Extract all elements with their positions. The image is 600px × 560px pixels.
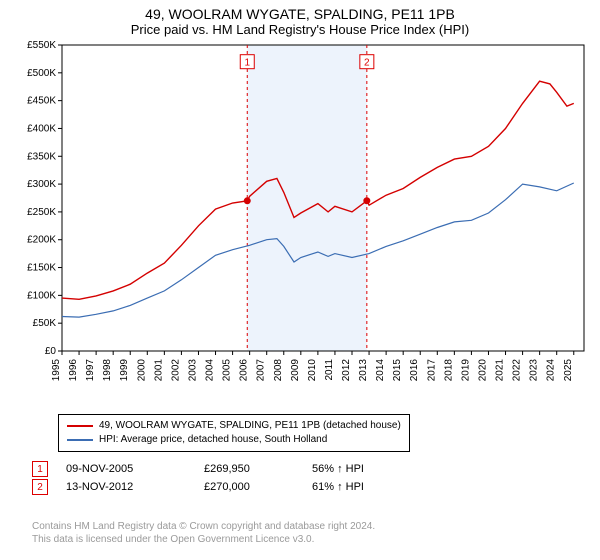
svg-text:2: 2	[364, 58, 370, 69]
legend-box: 49, WOOLRAM WYGATE, SPALDING, PE11 1PB (…	[58, 414, 410, 452]
chart-svg: £0 £50K £100K £150K £200K £250K £300K £350K £400…	[8, 39, 592, 395]
svg-text:1999: 1999	[119, 359, 130, 382]
legend-row: HPI: Average price, detached house, Sout…	[67, 433, 401, 447]
svg-text:£500K: £500K	[27, 68, 56, 79]
svg-text:2000: 2000	[136, 359, 147, 382]
svg-text:2017: 2017	[426, 359, 437, 382]
svg-text:£50K: £50K	[33, 318, 57, 329]
svg-text:2015: 2015	[392, 359, 403, 382]
svg-text:2020: 2020	[477, 359, 488, 382]
legend-swatch	[67, 425, 93, 427]
sale-price: £270,000	[204, 481, 294, 493]
svg-text:£100K: £100K	[27, 290, 56, 301]
svg-text:2025: 2025	[563, 359, 574, 382]
sales-table: 1 09-NOV-2005 £269,950 56% ↑ HPI 2 13-NOV-201…	[32, 460, 364, 496]
svg-text:2009: 2009	[290, 359, 301, 382]
svg-text:2019: 2019	[460, 359, 471, 382]
svg-text:2001: 2001	[153, 359, 164, 382]
sale-price: £269,950	[204, 463, 294, 475]
sale-delta: 61% ↑ HPI	[312, 481, 364, 493]
sale-marker-box: 2	[32, 479, 48, 495]
svg-text:£150K: £150K	[27, 263, 56, 274]
sale-date: 13-NOV-2012	[66, 481, 186, 493]
svg-text:£450K: £450K	[27, 96, 56, 107]
price-chart: £0 £50K £100K £150K £200K £250K £300K £350K £400…	[8, 39, 592, 395]
svg-text:£550K: £550K	[27, 40, 56, 51]
svg-text:1995: 1995	[51, 359, 62, 382]
footer-line2: This data is licensed under the Open Gov…	[32, 533, 375, 546]
svg-text:2018: 2018	[443, 359, 454, 382]
svg-text:£250K: £250K	[27, 207, 56, 218]
svg-text:£0: £0	[45, 346, 57, 357]
svg-text:2022: 2022	[512, 359, 523, 382]
svg-text:2003: 2003	[187, 359, 198, 382]
svg-text:2016: 2016	[409, 359, 420, 382]
svg-text:2013: 2013	[358, 359, 369, 382]
svg-text:1998: 1998	[102, 359, 113, 382]
title-address: 49, WOOLRAM WYGATE, SPALDING, PE11 1PB	[0, 0, 600, 22]
svg-text:2014: 2014	[375, 359, 386, 382]
svg-text:2002: 2002	[170, 359, 181, 382]
svg-text:£300K: £300K	[27, 179, 56, 190]
svg-text:2021: 2021	[495, 359, 506, 382]
svg-text:2006: 2006	[239, 359, 250, 382]
sale-row: 1 09-NOV-2005 £269,950 56% ↑ HPI	[32, 460, 364, 478]
svg-text:2010: 2010	[307, 359, 318, 382]
legend-label: 49, WOOLRAM WYGATE, SPALDING, PE11 1PB (…	[99, 419, 401, 433]
svg-text:2011: 2011	[324, 359, 335, 381]
sale-row: 2 13-NOV-2012 £270,000 61% ↑ HPI	[32, 478, 364, 496]
sale-delta: 56% ↑ HPI	[312, 463, 364, 475]
legend-row: 49, WOOLRAM WYGATE, SPALDING, PE11 1PB (…	[67, 419, 401, 433]
svg-text:£350K: £350K	[27, 151, 56, 162]
svg-text:2005: 2005	[222, 359, 233, 382]
legend-label: HPI: Average price, detached house, Sout…	[99, 433, 327, 447]
svg-text:1997: 1997	[85, 359, 96, 382]
svg-text:1: 1	[244, 58, 250, 69]
sale-date: 09-NOV-2005	[66, 463, 186, 475]
svg-text:£200K: £200K	[27, 235, 56, 246]
svg-text:2023: 2023	[529, 359, 540, 382]
legend-swatch	[67, 439, 93, 441]
svg-text:1996: 1996	[68, 359, 79, 382]
svg-text:2008: 2008	[273, 359, 284, 382]
svg-text:2004: 2004	[205, 359, 216, 382]
title-subtitle: Price paid vs. HM Land Registry's House …	[0, 22, 600, 37]
svg-text:£400K: £400K	[27, 123, 56, 134]
footer-credits: Contains HM Land Registry data © Crown c…	[32, 520, 375, 546]
svg-text:2024: 2024	[546, 359, 557, 382]
sale-marker-box: 1	[32, 461, 48, 477]
svg-text:2007: 2007	[256, 359, 267, 382]
svg-text:2012: 2012	[341, 359, 352, 382]
footer-line1: Contains HM Land Registry data © Crown c…	[32, 520, 375, 533]
